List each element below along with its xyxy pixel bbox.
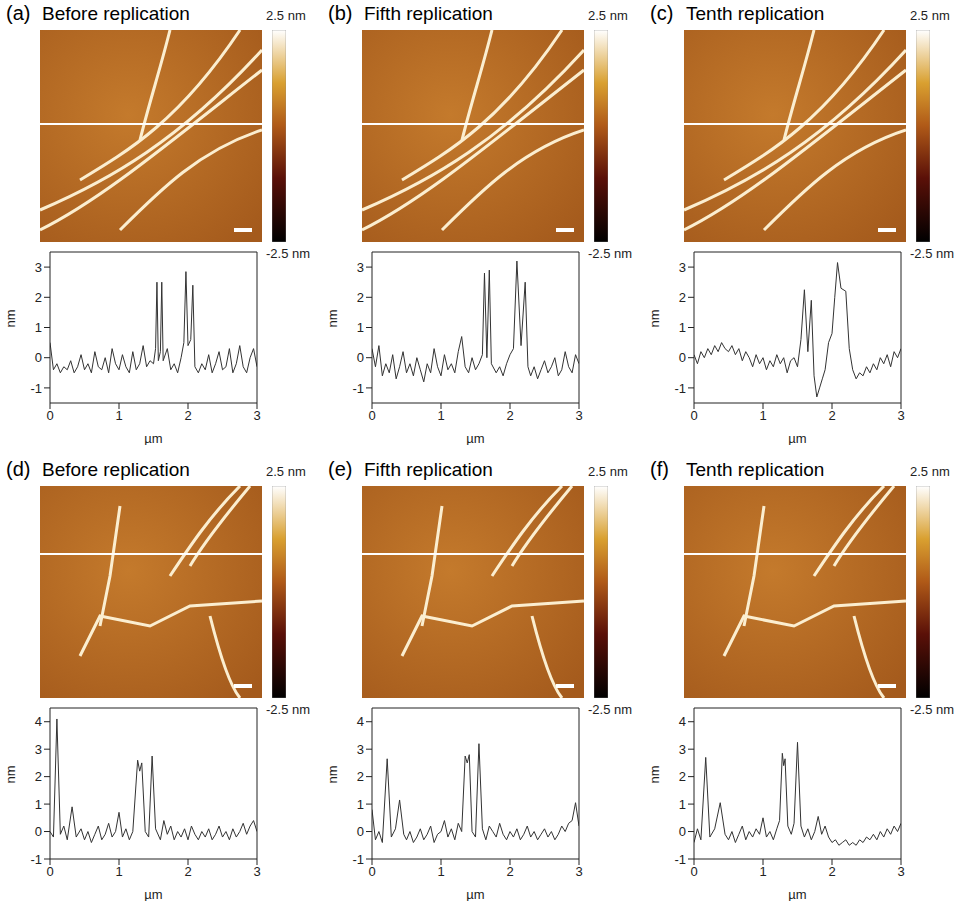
svg-text:-1: -1: [30, 381, 42, 396]
svg-text:0: 0: [35, 350, 42, 365]
svg-text:2: 2: [357, 290, 364, 305]
html-text:-2.5 nm: -2.5 nm: [910, 246, 955, 261]
svg-text:1: 1: [357, 797, 364, 812]
html-text:2.5 nm: 2.5 nm: [910, 8, 950, 23]
svg-text:0: 0: [690, 864, 697, 879]
svg-text:3: 3: [575, 864, 582, 879]
svg-text:nm: nm: [648, 765, 662, 783]
svg-text:-1: -1: [674, 852, 686, 867]
html-text:(b): (b): [328, 2, 353, 24]
svg-text:1: 1: [437, 864, 444, 879]
svg-text:0: 0: [690, 408, 697, 423]
svg-text:4: 4: [35, 714, 42, 729]
svg-text:-1: -1: [674, 381, 686, 396]
svg-text:0: 0: [368, 408, 375, 423]
html-text:(d): (d): [6, 458, 31, 480]
html-text:Before replication: Before replication: [42, 3, 190, 24]
html-text:-2.5 nm: -2.5 nm: [910, 702, 955, 717]
svg-text:2: 2: [679, 290, 686, 305]
html-text:(a): (a): [6, 2, 31, 24]
svg-text:1: 1: [35, 320, 42, 335]
html-text:2.5 nm: 2.5 nm: [588, 464, 628, 479]
svg-text:2: 2: [828, 864, 835, 879]
svg-text:µm: µm: [788, 887, 806, 901]
svg-text:1: 1: [679, 320, 686, 335]
svg-text:-1: -1: [30, 852, 42, 867]
svg-text:1: 1: [115, 408, 122, 423]
svg-text:3: 3: [679, 260, 686, 275]
svg-text:2: 2: [828, 408, 835, 423]
svg-text:-1: -1: [352, 381, 364, 396]
svg-text:1: 1: [759, 408, 766, 423]
html-text:Tenth replication: Tenth replication: [686, 3, 825, 24]
html-text:(c): (c): [650, 2, 674, 24]
svg-text:3: 3: [357, 260, 364, 275]
svg-text:0: 0: [357, 824, 364, 839]
svg-text:nm: nm: [326, 765, 340, 783]
svg-text:3: 3: [253, 408, 260, 423]
svg-text:µm: µm: [466, 887, 484, 901]
svg-text:0: 0: [679, 350, 686, 365]
svg-text:3: 3: [679, 742, 686, 757]
html-text:-2.5 nm: -2.5 nm: [588, 246, 633, 261]
svg-text:3: 3: [897, 864, 904, 879]
html-text:Before replication: Before replication: [42, 459, 190, 480]
svg-text:-1: -1: [352, 852, 364, 867]
svg-text:2: 2: [357, 769, 364, 784]
svg-text:nm: nm: [4, 765, 18, 783]
svg-text:2: 2: [679, 769, 686, 784]
svg-text:3: 3: [253, 864, 260, 879]
svg-text:1: 1: [679, 797, 686, 812]
svg-text:4: 4: [357, 714, 364, 729]
svg-text:2: 2: [184, 408, 191, 423]
svg-text:1: 1: [437, 408, 444, 423]
svg-text:3: 3: [35, 260, 42, 275]
html-text:2.5 nm: 2.5 nm: [910, 464, 950, 479]
svg-text:nm: nm: [4, 309, 18, 327]
html-text:(f): (f): [650, 458, 669, 480]
svg-text:µm: µm: [466, 431, 484, 445]
svg-text:2: 2: [184, 864, 191, 879]
html-text:(e): (e): [328, 458, 353, 480]
svg-text:1: 1: [35, 797, 42, 812]
svg-text:nm: nm: [648, 309, 662, 327]
svg-text:0: 0: [357, 350, 364, 365]
svg-text:nm: nm: [326, 309, 340, 327]
html-text:2.5 nm: 2.5 nm: [588, 8, 628, 23]
svg-text:2: 2: [35, 769, 42, 784]
svg-text:µm: µm: [144, 887, 162, 901]
svg-text:0: 0: [368, 864, 375, 879]
svg-text:3: 3: [35, 742, 42, 757]
svg-text:3: 3: [575, 408, 582, 423]
svg-text:µm: µm: [788, 431, 806, 445]
svg-text:2: 2: [506, 408, 513, 423]
html-text:2.5 nm: 2.5 nm: [266, 8, 306, 23]
html-text:Fifth replication: Fifth replication: [364, 3, 493, 24]
html-text:Tenth replication: Tenth replication: [686, 459, 825, 480]
svg-text:1: 1: [115, 864, 122, 879]
svg-text:µm: µm: [144, 431, 162, 445]
svg-text:1: 1: [357, 320, 364, 335]
svg-text:0: 0: [679, 824, 686, 839]
html-text:-2.5 nm: -2.5 nm: [266, 246, 311, 261]
svg-text:3: 3: [897, 408, 904, 423]
svg-text:2: 2: [35, 290, 42, 305]
svg-text:0: 0: [46, 408, 53, 423]
html-text:2.5 nm: 2.5 nm: [266, 464, 306, 479]
html-text:-2.5 nm: -2.5 nm: [266, 702, 311, 717]
svg-text:2: 2: [506, 864, 513, 879]
svg-text:4: 4: [679, 714, 686, 729]
svg-text:3: 3: [357, 742, 364, 757]
svg-text:1: 1: [759, 864, 766, 879]
html-text:Fifth replication: Fifth replication: [364, 459, 493, 480]
svg-text:0: 0: [46, 864, 53, 879]
svg-text:0: 0: [35, 824, 42, 839]
html-text:-2.5 nm: -2.5 nm: [588, 702, 633, 717]
